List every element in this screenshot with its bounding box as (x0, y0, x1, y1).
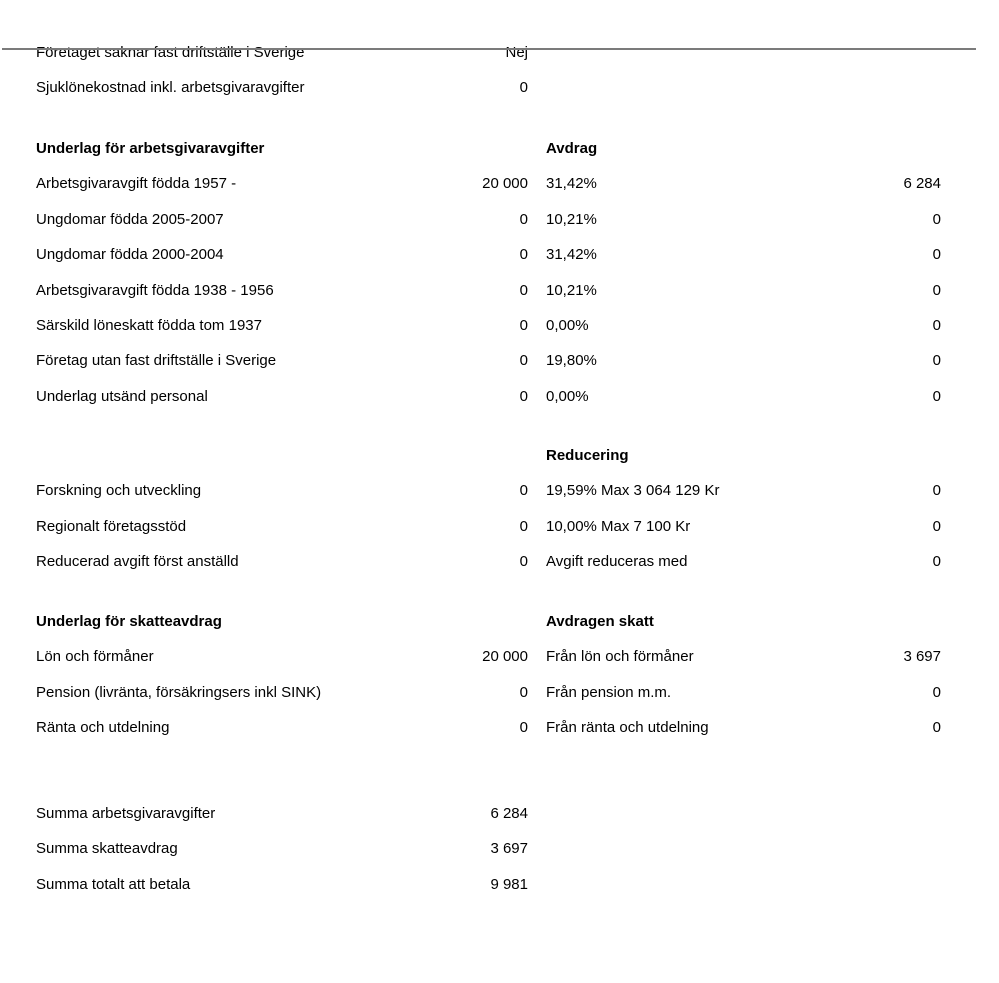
row-value: 0 (519, 79, 528, 97)
row-label: Ungdomar födda 2000-2004 (36, 246, 224, 264)
row-amount: 0 (932, 482, 941, 500)
table-row: Företag utan fast driftställe i Sverige … (0, 352, 999, 387)
row-amount: 0 (932, 352, 941, 370)
row-label: Ungdomar födda 2005-2007 (36, 210, 224, 228)
info-section: Företaget saknar fast driftställe i Sver… (0, 44, 999, 115)
summary-section: Summa arbetsgivaravgifter 6 284 Summa sk… (0, 805, 999, 911)
row-rate: 19,80% (546, 352, 597, 370)
row-amount: 6 284 (903, 175, 941, 193)
row-rate: 10,21% (546, 281, 597, 299)
tax-deduction-rows: Lön och förmåner 20 000 Från lön och för… (0, 648, 999, 754)
row-base-value: 0 (519, 553, 528, 571)
table-row: Ungdomar födda 2000-2004 0 31,42% 0 (0, 246, 999, 281)
row-amount: 0 (932, 387, 941, 405)
table-row: Summa totalt att betala 9 981 (0, 876, 999, 911)
row-amount: 0 (932, 281, 941, 299)
row-base-value: 20 000 (482, 175, 528, 193)
row-rate: 0,00% (546, 316, 589, 334)
section-title-underlag-skatteavdrag: Underlag för skatteavdrag (36, 612, 222, 630)
table-row: Summa skatteavdrag 3 697 (0, 840, 999, 875)
row-label: Sjuklönekostnad inkl. arbetsgivaravgifte… (36, 79, 305, 97)
table-row: Pension (livränta, försäkringsers inkl S… (0, 684, 999, 719)
row-base-value: 20 000 (482, 648, 528, 666)
row-amount: 3 697 (903, 648, 941, 666)
table-row: Ungdomar födda 2005-2007 0 10,21% 0 (0, 211, 999, 246)
section-title-underlag-arbetsgivaravgifter: Underlag för arbetsgivaravgifter (36, 139, 265, 157)
row-rate: 19,59% Max 3 064 129 Kr (546, 482, 720, 500)
row-value: 9 981 (490, 875, 528, 893)
tax-deduction-header-row: Underlag för skatteavdrag Avdragen skatt (0, 613, 999, 648)
row-label: Regionalt företagsstöd (36, 517, 187, 535)
row-rate: Från pension m.m. (546, 683, 672, 701)
employer-contributions-header-row: Underlag för arbetsgivaravgifter Avdrag (0, 140, 999, 175)
section-title-avdragen-skatt: Avdragen skatt (546, 612, 654, 630)
row-label: Arbetsgivaravgift födda 1938 - 1956 (36, 281, 274, 299)
table-row: Forskning och utveckling 0 19,59% Max 3 … (0, 482, 999, 517)
row-amount: 0 (932, 246, 941, 264)
row-rate: Från lön och förmåner (546, 648, 694, 666)
row-label: Pension (livränta, försäkringsers inkl S… (36, 683, 322, 701)
table-row: Ränta och utdelning 0 Från ränta och utd… (0, 719, 999, 754)
row-base-value: 0 (519, 719, 528, 737)
row-label: Företag utan fast driftställe i Sverige (36, 352, 277, 370)
row-label: Företaget saknar fast driftställe i Sver… (36, 44, 305, 61)
row-base-value: 0 (519, 281, 528, 299)
table-row: Särskild löneskatt födda tom 1937 0 0,00… (0, 317, 999, 352)
top-divider (2, 48, 976, 50)
table-row: Arbetsgivaravgift födda 1938 - 1956 0 10… (0, 282, 999, 317)
row-rate: 31,42% (546, 246, 597, 264)
row-base-value: 0 (519, 210, 528, 228)
row-label: Summa arbetsgivaravgifter (36, 804, 216, 822)
row-label: Summa skatteavdrag (36, 840, 178, 858)
section-title-reducering: Reducering (546, 446, 629, 464)
employer-contributions-rows: Arbetsgivaravgift födda 1957 - 20 000 31… (0, 175, 999, 423)
tax-report-page: Företaget saknar fast driftställe i Sver… (0, 44, 999, 983)
row-amount: 0 (932, 719, 941, 737)
table-row: Regionalt företagsstöd 0 10,00% Max 7 10… (0, 518, 999, 553)
row-base-value: 0 (519, 683, 528, 701)
table-row: Sjuklönekostnad inkl. arbetsgivaravgifte… (0, 79, 999, 114)
table-row: Lön och förmåner 20 000 Från lön och för… (0, 648, 999, 683)
row-label: Ränta och utdelning (36, 719, 170, 737)
reduction-header-row: Reducering (0, 447, 999, 482)
row-value: 3 697 (490, 840, 528, 858)
row-base-value: 0 (519, 352, 528, 370)
row-base-value: 0 (519, 482, 528, 500)
row-rate: Från ränta och utdelning (546, 719, 709, 737)
row-base-value: 0 (519, 246, 528, 264)
table-row: Summa arbetsgivaravgifter 6 284 (0, 805, 999, 840)
reduction-rows: Forskning och utveckling 0 19,59% Max 3 … (0, 482, 999, 588)
row-rate: 10,21% (546, 210, 597, 228)
row-label: Forskning och utveckling (36, 482, 202, 500)
row-amount: 0 (932, 316, 941, 334)
table-row: Reducerad avgift först anställd 0 Avgift… (0, 553, 999, 588)
row-amount: 0 (932, 517, 941, 535)
row-label: Arbetsgivaravgift födda 1957 - (36, 175, 237, 193)
row-label: Reducerad avgift först anställd (36, 553, 239, 571)
row-label: Summa totalt att betala (36, 875, 191, 893)
row-label: Underlag utsänd personal (36, 387, 208, 405)
row-value: 6 284 (490, 804, 528, 822)
row-base-value: 0 (519, 387, 528, 405)
row-value: Nej (505, 44, 528, 61)
row-rate: 31,42% (546, 175, 597, 193)
row-amount: 0 (932, 210, 941, 228)
row-base-value: 0 (519, 517, 528, 535)
table-row: Underlag utsänd personal 0 0,00% 0 (0, 388, 999, 423)
row-base-value: 0 (519, 316, 528, 334)
row-label: Lön och förmåner (36, 648, 154, 666)
row-amount: 0 (932, 683, 941, 701)
row-rate: 0,00% (546, 387, 589, 405)
section-title-avdrag: Avdrag (546, 139, 598, 157)
row-label: Särskild löneskatt födda tom 1937 (36, 316, 262, 334)
row-amount: 0 (932, 553, 941, 571)
row-rate: Avgift reduceras med (546, 553, 688, 571)
row-rate: 10,00% Max 7 100 Kr (546, 517, 691, 535)
table-row: Arbetsgivaravgift födda 1957 - 20 000 31… (0, 175, 999, 210)
